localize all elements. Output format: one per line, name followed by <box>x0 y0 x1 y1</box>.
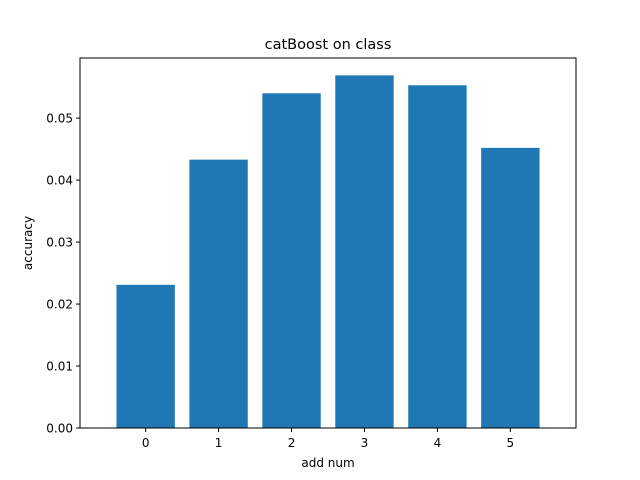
y-tick-label: 0.04 <box>46 174 73 188</box>
x-tick-label: 5 <box>507 436 515 450</box>
y-tick-label: 0.01 <box>46 360 73 374</box>
bar-1 <box>189 159 248 428</box>
y-axis-label: accuracy <box>21 216 35 270</box>
bar-3 <box>335 75 394 429</box>
x-axis-ticks: 0 1 2 3 4 5 <box>142 428 514 450</box>
y-axis-ticks: 0.00 0.01 0.02 0.03 0.04 0.05 <box>46 112 80 436</box>
y-tick-label: 0.00 <box>46 422 73 436</box>
bar-5 <box>481 147 540 428</box>
bars-group <box>116 75 540 429</box>
y-tick-label: 0.03 <box>46 236 73 250</box>
x-axis-label: add num <box>301 456 354 470</box>
bar-0 <box>116 284 175 428</box>
plot-area-frame <box>79 57 577 429</box>
y-tick-label: 0.05 <box>46 112 73 126</box>
x-tick-label: 3 <box>361 436 369 450</box>
x-tick-label: 2 <box>288 436 296 450</box>
x-tick-label: 1 <box>215 436 223 450</box>
y-tick-label: 0.02 <box>46 298 73 312</box>
x-tick-label: 4 <box>434 436 442 450</box>
x-tick-label: 0 <box>142 436 150 450</box>
bar-2 <box>262 93 321 428</box>
chart-title: catBoost on class <box>265 37 392 53</box>
bar-4 <box>408 85 467 428</box>
